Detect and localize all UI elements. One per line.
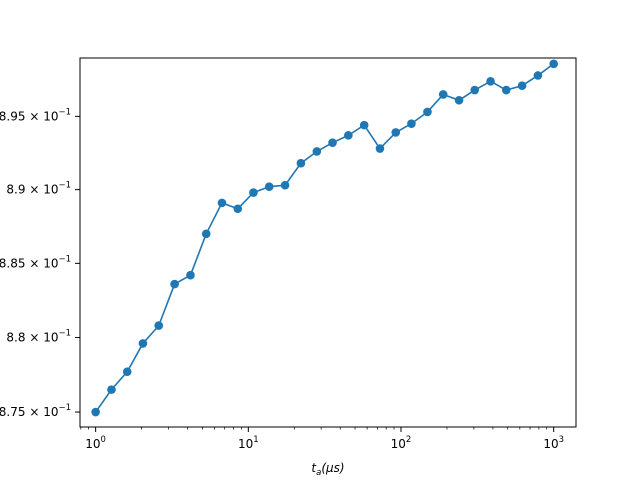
data-point-8 <box>217 198 227 208</box>
data-point-4 <box>154 321 164 330</box>
y-tick-label-2: 8.85 × 10−1 <box>0 254 71 270</box>
data-point-15 <box>328 138 337 147</box>
data-point-6 <box>186 270 195 280</box>
data-point-21 <box>423 107 432 117</box>
data-point-5 <box>170 279 179 289</box>
data-point-11 <box>264 182 274 191</box>
x-tick-label-3: 103 <box>543 435 564 451</box>
plot-area <box>91 59 558 417</box>
data-point-2 <box>122 367 132 377</box>
y-tick-label-3: 8.9 × 10−1 <box>6 181 71 197</box>
x-axis-label: ta(μs) <box>311 461 344 478</box>
y-tick-label-1: 8.8 × 10−1 <box>6 328 71 344</box>
data-point-17 <box>359 120 369 130</box>
data-point-24 <box>470 85 480 95</box>
x-tick-label-1: 101 <box>238 435 259 451</box>
data-point-25 <box>486 77 495 86</box>
axes-frame <box>79 57 577 428</box>
data-point-18 <box>375 144 385 153</box>
data-point-10 <box>249 188 258 197</box>
data-point-29 <box>549 59 558 69</box>
axes: 100 101 102 103 8.75 × 10−1 8.8 × 10−1 8.85 × … <box>0 57 577 478</box>
data-point-16 <box>344 131 353 140</box>
x-tick-label-2: 102 <box>391 435 412 451</box>
data-point-27 <box>517 81 527 90</box>
data-point-7 <box>201 229 211 239</box>
y-tick-label-0: 8.75 × 10−1 <box>0 403 71 419</box>
series-line <box>94 63 555 413</box>
x-tick-label-0: 100 <box>85 435 106 451</box>
y-tick-label-4: 8.95 × 10−1 <box>0 107 71 123</box>
data-point-14 <box>312 147 322 156</box>
data-point-1 <box>107 385 116 394</box>
data-point-3 <box>138 339 148 348</box>
data-point-0 <box>91 407 100 417</box>
data-point-13 <box>296 158 306 168</box>
data-point-9 <box>233 204 243 214</box>
data-point-19 <box>391 128 401 137</box>
data-point-20 <box>407 119 416 128</box>
data-point-26 <box>501 85 511 95</box>
data-point-28 <box>533 71 543 80</box>
data-point-23 <box>454 95 464 105</box>
data-point-22 <box>438 90 448 99</box>
data-point-12 <box>280 180 290 190</box>
